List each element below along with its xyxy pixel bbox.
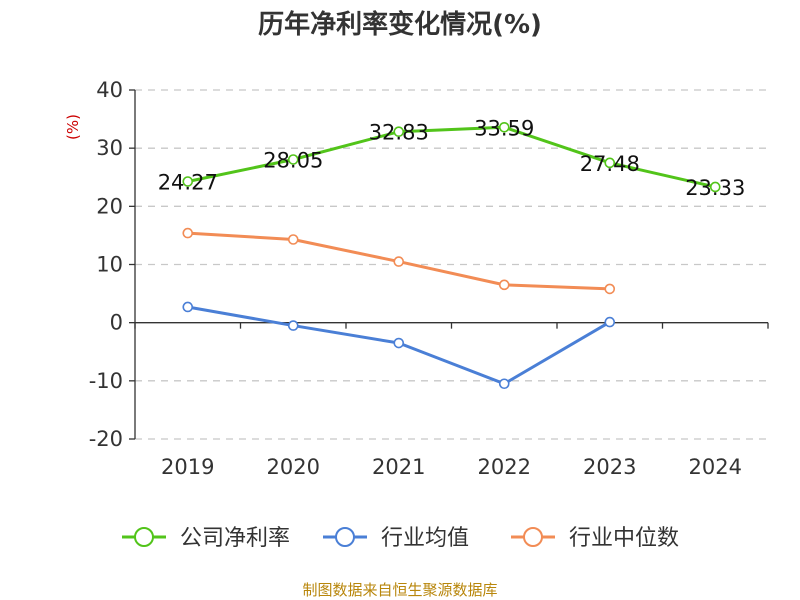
data-point (393, 256, 405, 267)
y-tick-label: -10 (89, 369, 123, 393)
x-tick-label: 2019 (161, 455, 214, 479)
data-point (604, 316, 616, 328)
legend-marker (335, 527, 355, 547)
legend-item[interactable]: 行业中位数 (511, 526, 679, 551)
x-tick-label: 2022 (478, 455, 531, 479)
chart-title: 历年净利率变化情况(%) (258, 9, 542, 40)
data-point (287, 234, 299, 245)
x-tick-label: 2021 (372, 455, 425, 479)
y-tick-label: 30 (96, 136, 123, 160)
y-tick-label: 20 (96, 194, 123, 218)
data-point (604, 157, 616, 169)
grid-lines (135, 89, 768, 440)
axes (129, 89, 769, 440)
legend-label: 行业均值 (381, 526, 469, 551)
data-label: 24.27 (158, 170, 218, 194)
series-line (186, 125, 717, 189)
data-label: 28.05 (263, 149, 323, 173)
x-tick-label: 2023 (583, 455, 636, 479)
data-point (182, 301, 194, 313)
legend-item[interactable]: 公司净利率 (122, 526, 290, 551)
data-point (604, 283, 616, 295)
y-axis-unit: (%) (64, 114, 82, 140)
legend-item[interactable]: 行业均值 (323, 526, 469, 551)
x-tick-label: 2020 (267, 455, 320, 479)
legend-label: 公司净利率 (180, 526, 290, 551)
data-label: 32.83 (369, 121, 429, 145)
legend-marker (523, 527, 543, 547)
x-tick-label: 2024 (689, 455, 742, 479)
data-point (498, 279, 510, 291)
y-tick-label: 40 (96, 78, 123, 102)
data-point (498, 378, 510, 390)
source-note: 制图数据来自恒生聚源数据库 (302, 581, 497, 599)
y-tick-label: -20 (89, 427, 123, 451)
data-label: 23.33 (685, 176, 745, 200)
x-axis-ticks: 2019 2020 2021 2022 2023 2024 (161, 455, 742, 479)
data-point (393, 126, 405, 138)
legend[interactable]: 公司净利率 行业均值 行业中位数 (122, 526, 679, 551)
legend-marker (134, 527, 154, 547)
data-point (287, 154, 299, 165)
data-label: 27.48 (580, 152, 640, 176)
data-point (287, 320, 299, 331)
data-point (498, 121, 510, 133)
y-tick-label: 0 (110, 311, 123, 335)
y-axis-ticks: 40 30 20 10 0 -10 -20 (89, 78, 123, 451)
data-point (182, 227, 194, 239)
legend-label: 行业中位数 (569, 526, 679, 551)
data-label: 33.59 (474, 116, 534, 140)
data-labels: 24.27 28.05 32.83 33.59 27.48 23.33 (158, 116, 746, 200)
y-tick-label: 10 (96, 253, 123, 277)
series-lines (182, 121, 721, 390)
data-point (709, 181, 721, 193)
data-point (182, 176, 194, 187)
data-point (393, 337, 405, 349)
